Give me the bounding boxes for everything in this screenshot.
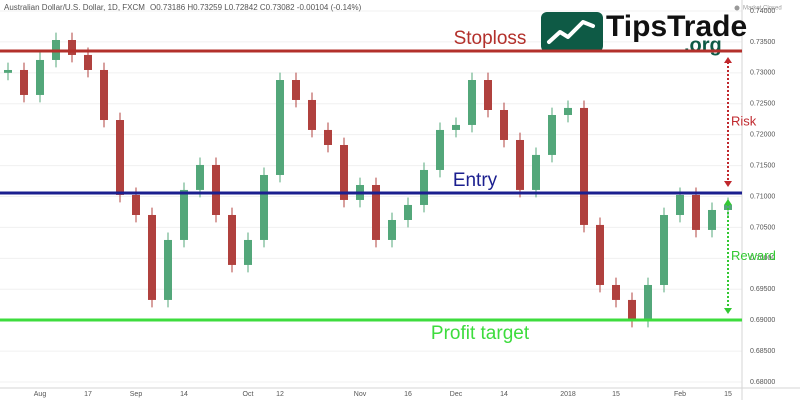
x-tick-label: 15	[724, 391, 732, 398]
candle-body	[724, 204, 732, 210]
y-tick-label: 0.73000	[750, 70, 775, 77]
y-tick-label: 0.71000	[750, 193, 775, 200]
arrow-label: Reward	[731, 248, 776, 263]
candle-body	[692, 194, 700, 230]
candle-body	[244, 239, 252, 265]
x-tick-label: 2018	[560, 391, 576, 398]
level-label: Stoploss	[454, 28, 527, 49]
x-tick-label: Dec	[450, 391, 463, 398]
candle-body	[340, 144, 348, 200]
x-tick-label: 15	[612, 391, 620, 398]
candle-body	[436, 129, 444, 170]
candle-body	[580, 107, 588, 225]
candle-body	[516, 139, 524, 190]
logo: TipsTrade .org	[541, 10, 747, 56]
candle-body	[212, 164, 220, 215]
candle-body	[132, 194, 140, 215]
y-tick-label: 0.68500	[750, 348, 775, 355]
x-tick-label: 14	[500, 391, 508, 398]
candle-body	[36, 59, 44, 95]
arrow-head	[724, 57, 732, 64]
candle-body	[532, 154, 540, 190]
candle-body	[372, 184, 380, 240]
logo-arrow	[547, 20, 595, 44]
candle-body	[708, 209, 716, 230]
candle-body	[420, 169, 428, 205]
y-tick-label: 0.74000	[750, 8, 775, 15]
arrow-head	[724, 198, 732, 205]
candle-body	[196, 164, 204, 190]
candle-body	[4, 69, 12, 73]
candle-body	[276, 80, 284, 175]
candle-body	[164, 239, 172, 300]
candle-body	[100, 69, 108, 121]
candle-body	[660, 214, 668, 285]
candle-body	[180, 189, 188, 240]
candle-body	[596, 224, 604, 285]
symbol: Australian Dollar/U.S. Dollar, 1D, FXCM	[4, 3, 145, 12]
y-tick-label: 0.69000	[750, 317, 775, 324]
y-tick-label: 0.70500	[750, 224, 775, 231]
candle-body	[468, 80, 476, 125]
x-tick-label: Aug	[34, 391, 47, 398]
arrow-head	[724, 180, 732, 187]
x-tick-label: 14	[180, 391, 188, 398]
candle-body	[324, 129, 332, 145]
candle-body	[388, 219, 396, 240]
candle-body	[452, 124, 460, 130]
y-tick-label: 0.70000	[750, 255, 775, 262]
candle-body	[20, 69, 28, 95]
candle-body	[148, 214, 156, 300]
x-tick-label: Feb	[674, 391, 686, 398]
level-label: Entry	[453, 170, 498, 191]
candle-body	[676, 194, 684, 215]
candle-body	[68, 39, 76, 55]
candle-body	[84, 54, 92, 70]
y-tick-label: 0.73500	[750, 39, 775, 46]
candle-body	[548, 115, 556, 155]
candle-body	[228, 214, 236, 265]
x-tick-label: Sep	[130, 391, 143, 398]
y-tick-label: 0.69500	[750, 286, 775, 293]
y-tick-label: 0.68000	[750, 379, 775, 386]
y-tick-label: 0.71500	[750, 162, 775, 169]
candle-body	[116, 120, 124, 195]
brand-domain: .org	[684, 34, 722, 56]
arrow-head	[724, 307, 732, 314]
candle-body	[628, 299, 636, 320]
candle-body	[404, 204, 412, 220]
candle-body	[612, 284, 620, 300]
y-tick-label: 0.72500	[750, 101, 775, 108]
market-status: Market Closed	[743, 6, 782, 12]
x-tick-label: Oct	[243, 391, 254, 398]
candle-body	[484, 80, 492, 110]
x-tick-label: Nov	[354, 391, 367, 398]
candle-body	[564, 107, 572, 116]
x-tick-label: 12	[276, 391, 284, 398]
candle-body	[292, 80, 300, 100]
candle-body	[500, 109, 508, 140]
candle-body	[308, 99, 316, 130]
status-dot	[734, 5, 740, 11]
level-label: Profit target	[431, 323, 530, 344]
candle-body	[260, 174, 268, 240]
x-tick-label: 16	[404, 391, 412, 398]
candle-body	[644, 284, 652, 320]
quote: O0.73186 H0.73259 L0.72842 C0.73082 -0.0…	[150, 3, 362, 12]
arrow-label: Risk	[731, 113, 757, 128]
y-tick-label: 0.72000	[750, 132, 775, 139]
brand-name: TipsTrade	[606, 10, 747, 43]
x-tick-label: 17	[84, 391, 92, 398]
